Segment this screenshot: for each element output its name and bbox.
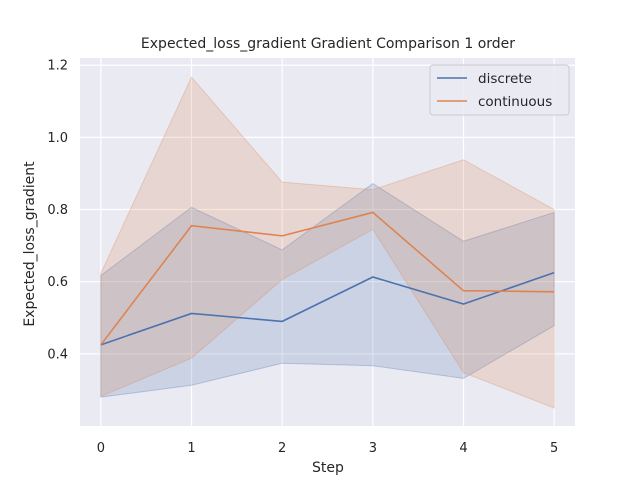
- y-tick-label-2: 0.8: [47, 203, 68, 218]
- x-tick-label-1: 1: [187, 441, 195, 456]
- x-axis-ticks: 0 1 2 3 4 5: [97, 441, 559, 456]
- y-tick-label-3: 1.0: [47, 131, 68, 146]
- band-discrete: [100, 182, 555, 398]
- x-tick-label-0: 0: [97, 441, 105, 456]
- line-continuous: [100, 211, 555, 346]
- legend-label-continuous: continuous: [478, 94, 552, 110]
- series-lines: [100, 211, 555, 346]
- y-tick-label-0: 0.4: [47, 347, 68, 362]
- x-tick-label-3: 3: [369, 441, 377, 456]
- legend-label-discrete: discrete: [478, 71, 532, 87]
- y-axis-ticks: 0.4 0.6 0.8 1.0 1.2: [47, 59, 68, 363]
- x-axis-label: Step: [312, 460, 344, 476]
- legend: discrete continuous: [429, 64, 570, 116]
- plot-area: [80, 58, 575, 426]
- y-tick-label-4: 1.2: [47, 59, 68, 74]
- x-tick-label-4: 4: [459, 441, 467, 456]
- confidence-bands: [100, 76, 555, 409]
- x-tick-label-5: 5: [550, 441, 558, 456]
- chart-title: Expected_loss_gradient Gradient Comparis…: [141, 36, 515, 52]
- line-discrete: [100, 271, 555, 346]
- x-tick-label-2: 2: [278, 441, 286, 456]
- y-tick-label-1: 0.6: [47, 275, 68, 290]
- y-axis-label: Expected_loss_gradient: [22, 161, 38, 327]
- band-continuous: [100, 76, 555, 409]
